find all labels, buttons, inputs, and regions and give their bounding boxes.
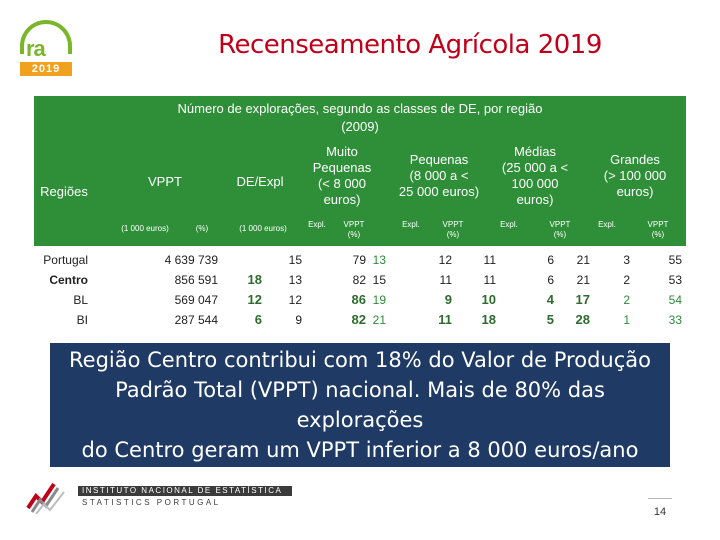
- row-g-expl: 2: [623, 293, 630, 307]
- row-m-vppt: 21: [576, 253, 590, 267]
- row-vppt-pct: 18: [247, 272, 262, 287]
- sub-p-vppt: VPPT (%): [442, 220, 464, 239]
- header-vppt: VPPT: [148, 174, 182, 189]
- header-de-expl: DE/Expl: [236, 174, 284, 189]
- row-vppt: 287 544: [174, 313, 218, 327]
- table-row-bi: BI 287 544 6 9 82 21 11 18 5 28 1 33: [34, 310, 686, 330]
- row-g-expl: 1: [623, 313, 630, 327]
- row-m-vppt: 21: [576, 273, 590, 287]
- callout-line3: do Centro geram um VPPT inferior a 8 000…: [81, 438, 639, 462]
- table-header: Número de explorações, segundo as classe…: [34, 96, 686, 246]
- sub-mp-expl: Expl.: [308, 220, 326, 229]
- page-number: 14: [653, 506, 667, 518]
- ine-name-en: STATISTICS PORTUGAL: [82, 498, 221, 507]
- row-m-expl: 6: [547, 253, 554, 267]
- header-medias: Médias (25 000 a < 100 000 euros): [501, 144, 569, 207]
- ine-name: INSTITUTO NACIONAL DE ESTATÍSTICA: [82, 486, 283, 495]
- row-vppt: 569 047: [174, 293, 218, 307]
- callout-line1: Região Centro contribui com 18% do Valor…: [69, 348, 651, 372]
- row-region: Centro: [49, 273, 88, 287]
- row-m-expl: 5: [546, 312, 554, 327]
- header-regioes: Regiões: [40, 184, 88, 199]
- row-m-expl: 6: [547, 273, 554, 287]
- table-row-portugal: Portugal 4 639 739 15 79 13 12 11 6 21 3…: [34, 250, 686, 270]
- ine-emblem-icon: [26, 482, 65, 514]
- ine-bar: [78, 486, 292, 496]
- row-g-vppt: 53: [668, 273, 682, 287]
- logo-arc: [20, 20, 72, 54]
- row-p-expl: 12: [438, 253, 452, 267]
- callout-line2: Padrão Total (VPPT) nacional. Mais de 80…: [115, 378, 605, 432]
- row-mp-vppt: 15: [372, 273, 386, 287]
- row-mp-vppt: 19: [372, 293, 386, 307]
- row-de-expl: 9: [295, 313, 302, 327]
- row-g-vppt: 33: [668, 313, 682, 327]
- row-g-expl: 2: [623, 273, 630, 287]
- header-muito-pequenas: Muito Pequenas (< 8 000 euros): [312, 144, 372, 207]
- row-region: BI: [76, 313, 88, 327]
- sub-p-expl: Expl.: [402, 220, 420, 229]
- row-vppt-pct: 6: [254, 312, 262, 327]
- row-p-vppt: 11: [483, 253, 496, 267]
- sub-mp-vppt: VPPT (%): [343, 220, 365, 239]
- row-p-vppt: 10: [481, 292, 496, 307]
- table-caption-line2: (2009): [341, 119, 379, 134]
- sub-m-vppt: VPPT (%): [549, 220, 571, 239]
- table-caption: Número de explorações, segundo as classe…: [34, 100, 686, 136]
- sub-de-unit: (1 000 euros): [239, 224, 287, 233]
- row-m-vppt: 17: [575, 292, 590, 307]
- row-vppt: 856 591: [174, 273, 218, 287]
- row-g-vppt: 54: [668, 293, 682, 307]
- row-de-expl: 12: [288, 293, 302, 307]
- logo-year: 2019: [20, 62, 72, 76]
- row-p-expl: 11: [439, 273, 452, 287]
- row-mp-vppt: 13: [372, 253, 386, 267]
- row-mp-expl: 82: [351, 312, 366, 327]
- row-mp-vppt: 21: [372, 313, 386, 327]
- callout-text: Região Centro contribui com 18% do Valor…: [50, 345, 670, 465]
- sub-vppt-unit: (1 000 euros): [121, 224, 169, 233]
- table-row-centro: Centro 856 591 18 13 82 15 11 11 6 21 2 …: [34, 270, 686, 290]
- row-p-vppt: 11: [483, 273, 496, 287]
- row-p-expl: 11: [438, 312, 452, 327]
- slide-title: Recenseamento Agrícola 2019: [218, 30, 602, 60]
- row-de-expl: 13: [288, 273, 302, 287]
- sub-g-expl: Expl.: [598, 220, 616, 229]
- row-vppt: 4 639 739: [164, 253, 218, 267]
- ine-logo: INSTITUTO NACIONAL DE ESTATÍSTICA STATIS…: [24, 476, 294, 516]
- sub-m-expl: Expl.: [500, 220, 518, 229]
- row-p-vppt: 18: [481, 312, 496, 327]
- logo-text: ra: [26, 36, 46, 61]
- summary-callout: Região Centro contribui com 18% do Valor…: [50, 343, 670, 467]
- header-pequenas: Pequenas (8 000 a < 25 000 euros): [398, 152, 480, 199]
- row-g-vppt: 55: [668, 253, 682, 267]
- sub-vppt-pct: (%): [195, 224, 209, 233]
- row-vppt-pct: 12: [247, 292, 262, 307]
- row-m-expl: 4: [546, 292, 554, 307]
- table-row-bl: BL 569 047 12 12 86 19 9 10 4 17 2 54: [34, 290, 686, 310]
- row-region: Portugal: [43, 253, 88, 267]
- sub-g-vppt: VPPT (%): [647, 220, 669, 239]
- row-g-expl: 3: [623, 253, 630, 267]
- page-divider: [648, 498, 672, 499]
- row-m-vppt: 28: [575, 312, 590, 327]
- row-mp-expl: 82: [352, 273, 366, 287]
- row-mp-expl: 86: [351, 292, 366, 307]
- row-p-expl: 9: [444, 292, 452, 307]
- ra2019-logo: ra 2019: [16, 18, 76, 80]
- table-caption-line1: Número de explorações, segundo as classe…: [177, 101, 543, 116]
- row-mp-expl: 79: [352, 253, 366, 267]
- row-de-expl: 15: [288, 253, 302, 267]
- header-grandes: Grandes (> 100 000 euros): [603, 152, 667, 199]
- row-region: BL: [73, 293, 88, 307]
